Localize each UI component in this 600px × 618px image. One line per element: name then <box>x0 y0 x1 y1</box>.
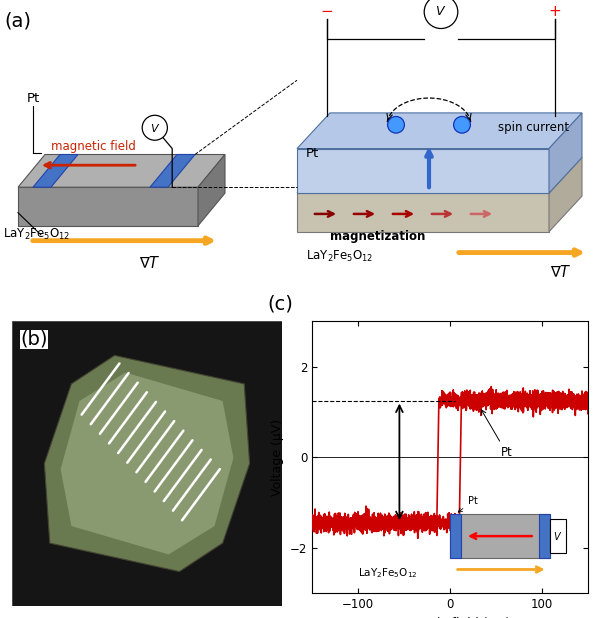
Circle shape <box>388 116 404 133</box>
Circle shape <box>142 116 167 140</box>
Polygon shape <box>297 158 582 193</box>
Polygon shape <box>549 113 582 193</box>
Text: +: + <box>548 4 562 19</box>
Text: Pt: Pt <box>306 147 319 160</box>
Text: LaY$_2$Fe$_5$O$_{12}$: LaY$_2$Fe$_5$O$_{12}$ <box>358 566 418 580</box>
Polygon shape <box>33 154 78 187</box>
Text: $\nabla T$: $\nabla T$ <box>139 255 161 271</box>
Text: magnetic field: magnetic field <box>50 140 136 153</box>
Text: Pt: Pt <box>481 410 512 459</box>
Text: spin current: spin current <box>499 121 569 134</box>
Text: (b): (b) <box>20 330 47 349</box>
X-axis label: Magnetic field (Oe): Magnetic field (Oe) <box>390 617 510 618</box>
Text: (c): (c) <box>268 294 294 313</box>
Polygon shape <box>18 154 225 187</box>
Text: $V$: $V$ <box>553 530 563 542</box>
Text: $V$: $V$ <box>436 6 446 19</box>
Text: $\nabla T$: $\nabla T$ <box>550 264 572 280</box>
Polygon shape <box>44 355 250 572</box>
Polygon shape <box>549 158 582 232</box>
Text: LaY$_2$Fe$_5$O$_{12}$: LaY$_2$Fe$_5$O$_{12}$ <box>3 227 70 242</box>
Polygon shape <box>449 514 461 558</box>
Polygon shape <box>550 519 566 552</box>
Text: Pt: Pt <box>26 91 40 104</box>
Polygon shape <box>297 113 582 148</box>
Polygon shape <box>297 193 549 232</box>
Polygon shape <box>12 321 282 606</box>
Text: (a): (a) <box>5 12 32 31</box>
Polygon shape <box>150 154 195 187</box>
Polygon shape <box>449 514 550 558</box>
Polygon shape <box>198 154 225 226</box>
Text: −: − <box>320 4 334 19</box>
Circle shape <box>424 0 458 28</box>
Text: LaY$_2$Fe$_5$O$_{12}$: LaY$_2$Fe$_5$O$_{12}$ <box>306 249 373 265</box>
Text: $V$: $V$ <box>149 122 160 133</box>
Polygon shape <box>61 373 233 554</box>
Polygon shape <box>297 148 549 193</box>
Text: Pt: Pt <box>458 496 478 512</box>
Text: magnetization: magnetization <box>331 230 425 243</box>
Circle shape <box>454 116 470 133</box>
Polygon shape <box>539 514 550 558</box>
Y-axis label: Voltage (μV): Voltage (μV) <box>271 419 284 496</box>
Polygon shape <box>18 187 198 226</box>
